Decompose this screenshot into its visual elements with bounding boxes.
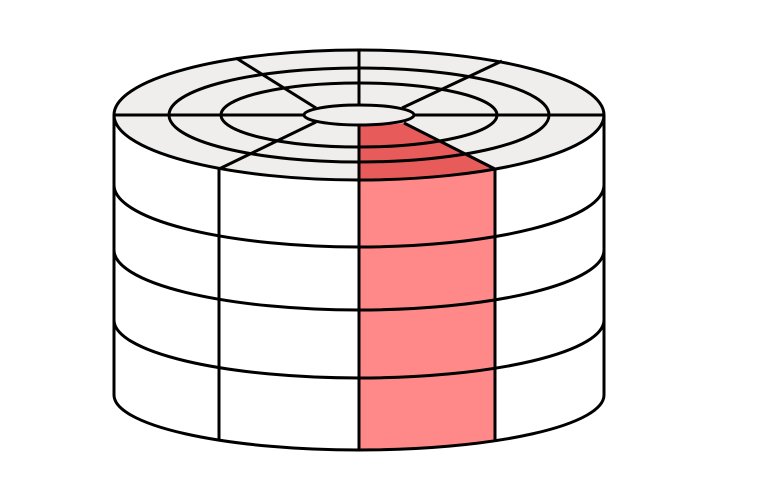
highlighted-sector (359, 123, 495, 180)
top-face (114, 50, 604, 180)
side-lines (112, 115, 606, 452)
highlighted-column (359, 169, 495, 451)
spokes (114, 50, 604, 180)
